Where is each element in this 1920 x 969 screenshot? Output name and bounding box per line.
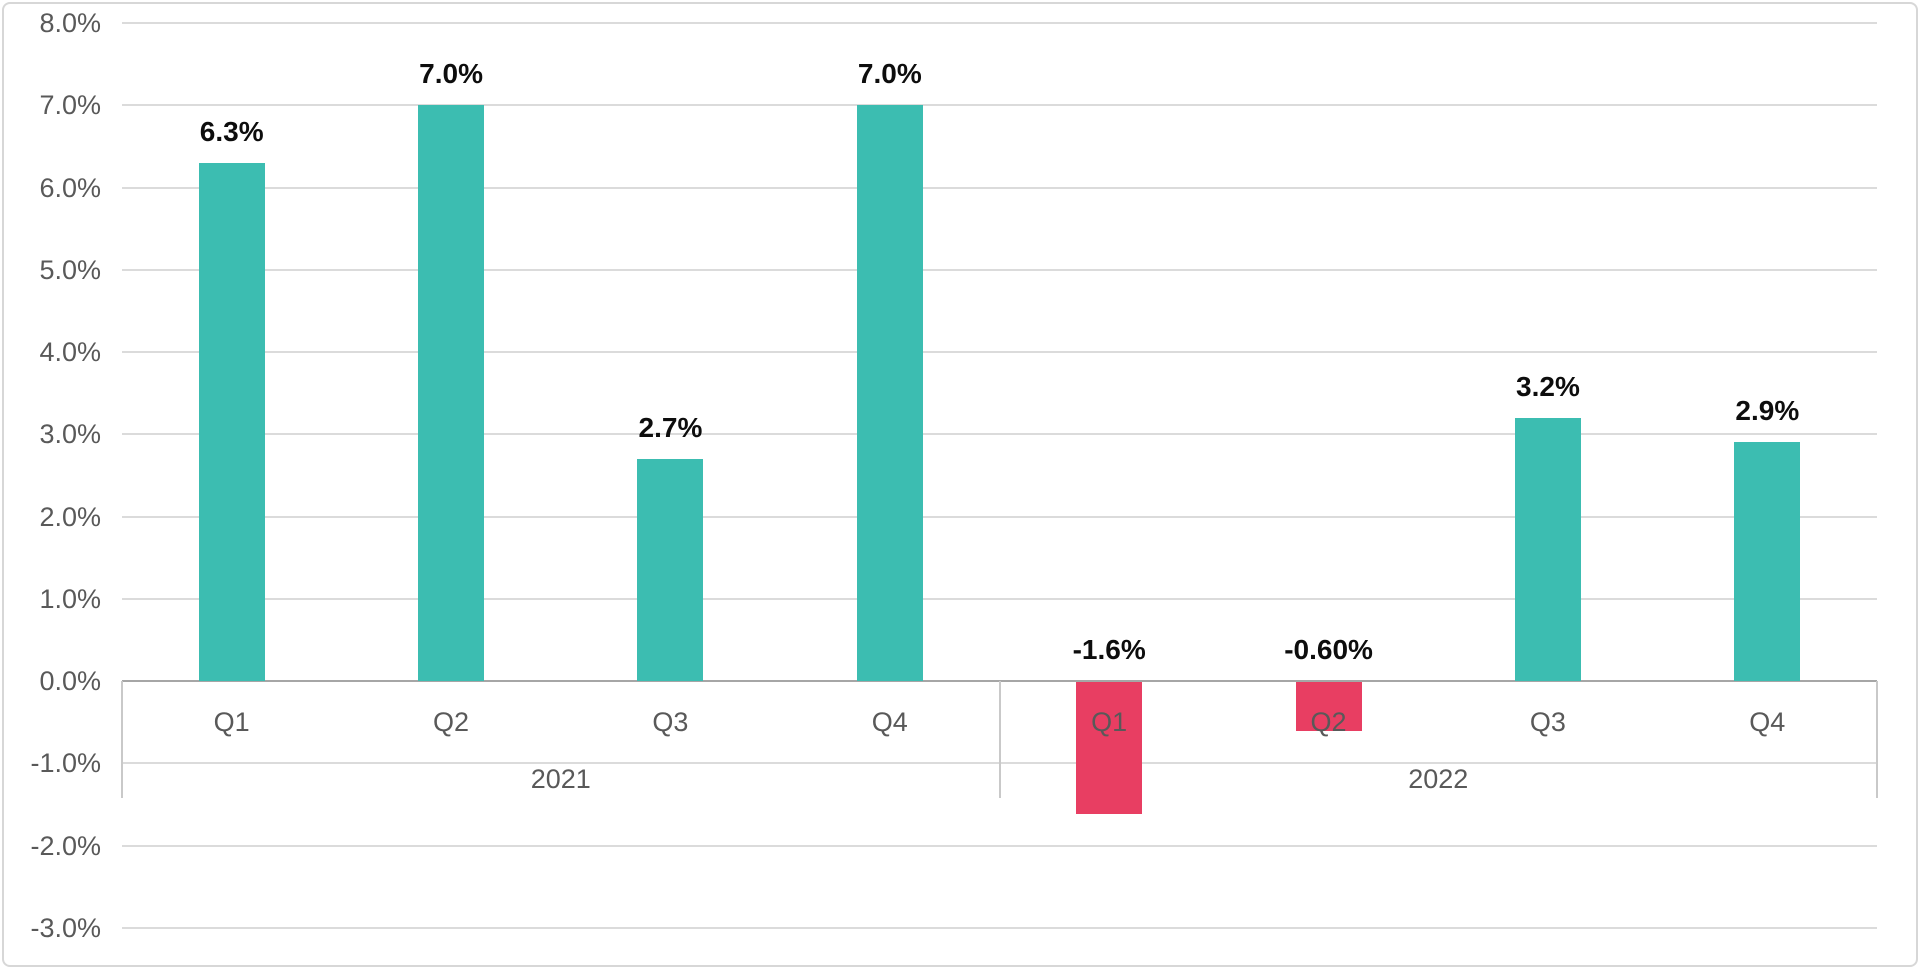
gridline — [122, 351, 1877, 353]
x-axis-quarter-label: Q4 — [871, 707, 908, 737]
axis-group-separator — [121, 681, 123, 798]
y-axis-tick-label: 5.0% — [39, 254, 101, 285]
y-axis-tick-label: 8.0% — [39, 8, 101, 38]
gridline — [122, 268, 1877, 271]
y-axis-tick-label: 2.0% — [39, 501, 101, 532]
bar-2022-q2 — [1295, 682, 1362, 732]
bar-value-label: 6.3% — [199, 115, 264, 147]
bar-2022-q1 — [1076, 682, 1143, 814]
bar-2021-q4 — [856, 105, 923, 681]
x-axis-quarter-label: Q1 — [213, 707, 250, 737]
bar-2022-q4 — [1734, 442, 1801, 681]
bar-value-label: 2.7% — [638, 411, 703, 443]
bar-2021-q2 — [418, 105, 485, 681]
gridline — [122, 597, 1877, 600]
x-axis-quarter-label: Q2 — [1310, 707, 1347, 737]
y-axis-tick-label: 7.0% — [39, 90, 101, 121]
y-axis-tick-label: 4.0% — [39, 337, 101, 367]
y-axis-tick-label: 3.0% — [39, 419, 101, 450]
y-axis-tick-label: -1.0% — [30, 748, 101, 779]
y-axis-tick-label: 0.0% — [39, 666, 101, 696]
gridline — [122, 104, 1877, 107]
gridline — [122, 515, 1877, 518]
x-axis-year-label: 2022 — [1408, 764, 1469, 794]
gridline — [122, 433, 1877, 436]
bar-2021-q1 — [198, 162, 265, 681]
bar-2022-q3 — [1514, 417, 1581, 681]
bar-2021-q3 — [637, 458, 704, 681]
x-axis-quarter-label: Q2 — [433, 707, 470, 737]
gridline — [122, 186, 1877, 189]
y-axis-tick-label: -3.0% — [30, 912, 101, 943]
bar-value-label: -1.6% — [1072, 634, 1146, 665]
x-axis-year-label: 2021 — [530, 764, 591, 794]
y-axis-tick-label: -2.0% — [30, 830, 101, 861]
gridline — [122, 844, 1877, 847]
y-axis-tick-label: 6.0% — [39, 172, 101, 203]
gridline — [122, 926, 1877, 929]
bar-value-label: 7.0% — [419, 58, 483, 90]
bar-value-label: -0.60% — [1284, 634, 1373, 665]
gridline — [122, 22, 1877, 24]
bar-value-label: 7.0% — [857, 58, 922, 90]
x-axis-quarter-label: Q3 — [1529, 707, 1566, 737]
bar-value-label: 3.2% — [1516, 370, 1580, 402]
x-axis-quarter-label: Q3 — [652, 707, 689, 737]
axis-group-separator — [998, 681, 1001, 798]
x-axis-quarter-label: Q4 — [1749, 707, 1786, 737]
axis-group-separator — [1876, 681, 1878, 798]
bar-value-label: 2.9% — [1735, 395, 1800, 427]
x-axis-quarter-label: Q1 — [1091, 707, 1128, 737]
y-axis-tick-label: 1.0% — [39, 583, 101, 614]
